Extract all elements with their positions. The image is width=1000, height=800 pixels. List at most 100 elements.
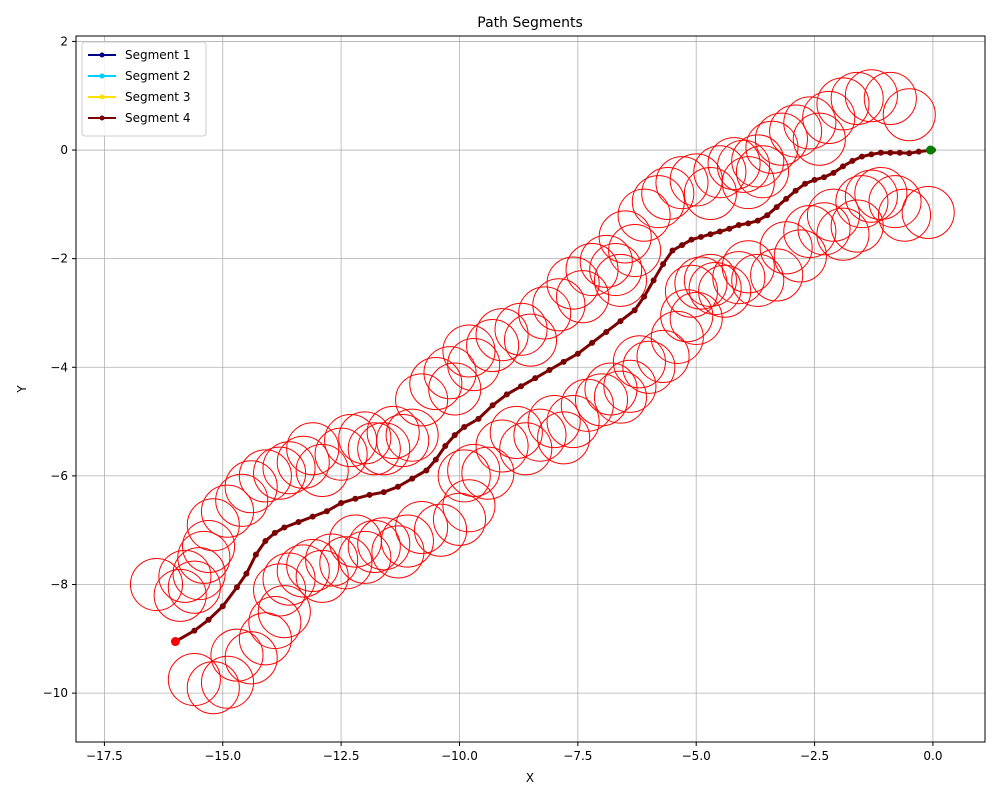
obstacle-circle [177, 530, 231, 584]
obstacle-circle [641, 166, 695, 221]
obstacle-circle [503, 313, 558, 367]
obstacle-circle [802, 90, 856, 145]
obstacle-circle [532, 278, 586, 332]
series-point [641, 293, 648, 300]
obstacle-circle [527, 395, 581, 449]
series-point [783, 195, 790, 202]
series-point [707, 231, 714, 238]
obstacle-circle [262, 441, 316, 495]
series-point [191, 627, 198, 634]
series-point [281, 524, 288, 531]
series-point [726, 225, 733, 232]
series-point [233, 584, 240, 591]
series-point [802, 180, 809, 187]
obstacle-circle [769, 104, 823, 158]
series-point [679, 242, 685, 249]
obstacle-circle [863, 71, 917, 125]
obstacle-circle [262, 552, 316, 606]
obstacle-circle [253, 446, 307, 500]
obstacle-circle [844, 169, 898, 223]
y-tick-label: −8 [50, 578, 68, 592]
obstacle-circle [650, 310, 704, 364]
obstacle-circle [200, 655, 255, 709]
obstacle-circle [295, 549, 349, 603]
series-point [858, 153, 865, 160]
series-point [716, 228, 723, 235]
obstacle-circle [669, 291, 723, 345]
obstacle-circle [731, 134, 785, 188]
obstacle-circle [276, 544, 330, 598]
y-axis-ticks: −10 −8 −6 −4 −2 0 2 [43, 34, 76, 700]
obstacle-circle [366, 405, 420, 459]
obstacle-circle [797, 202, 851, 256]
obstacle-circle [636, 329, 690, 383]
series-point [489, 402, 496, 409]
legend-box [81, 41, 207, 137]
series-point [262, 538, 269, 545]
obstacle-circle [248, 595, 302, 650]
obstacle-circle [489, 405, 543, 459]
x-axis-label: X [526, 771, 534, 785]
series-point [560, 358, 567, 365]
obstacle-circle [357, 517, 411, 571]
series-point [442, 443, 449, 450]
obstacle-circle [603, 359, 657, 413]
obstacle-circle [773, 229, 827, 283]
obstacle-circle [461, 446, 515, 500]
series-point [660, 261, 667, 268]
obstacle-circle [712, 251, 766, 305]
end-point-marker [926, 145, 936, 155]
obstacle-circle [224, 460, 278, 514]
obstacle-circles [129, 69, 955, 715]
series-point [669, 247, 676, 254]
obstacle-circle [347, 422, 401, 476]
obstacle-circle [759, 221, 813, 275]
obstacle-circle [707, 137, 761, 191]
series-point [754, 217, 761, 224]
legend-label: Segment 1 [125, 48, 190, 62]
obstacle-circle [238, 449, 292, 503]
obstacle-circle [617, 188, 671, 242]
series-point [243, 570, 250, 577]
obstacle-circle [721, 156, 775, 210]
obstacle-circle [660, 289, 714, 343]
series-point [896, 149, 903, 156]
obstacle-circle [754, 112, 808, 166]
start-point-marker [170, 637, 180, 647]
obstacle-circle [608, 223, 662, 278]
obstacle-circle [589, 242, 643, 297]
obstacle-circle [688, 261, 742, 316]
obstacle-circle [129, 557, 184, 612]
obstacle-circle [546, 395, 600, 449]
series-point [309, 513, 316, 520]
obstacle-circle [806, 188, 861, 242]
obstacle-circle [830, 199, 884, 253]
series-point [574, 350, 581, 357]
obstacle-circle [816, 207, 870, 261]
obstacle-circle [437, 449, 491, 503]
obstacle-circle [432, 492, 487, 546]
series-point [518, 383, 525, 390]
obstacle-circle [295, 443, 349, 498]
obstacle-circle [721, 240, 775, 294]
obstacle-circle [830, 71, 884, 125]
series-point [877, 149, 884, 156]
obstacle-circle [186, 661, 240, 715]
obstacle-circle [735, 145, 790, 199]
obstacle-circle [494, 302, 548, 356]
obstacle-circle [314, 427, 368, 481]
obstacle-circle [877, 188, 932, 242]
obstacle-circle [882, 88, 936, 142]
obstacle-circle [385, 408, 439, 462]
obstacle-circle [442, 324, 496, 378]
obstacle-circle [447, 338, 501, 392]
y-tick-label: −4 [50, 360, 68, 374]
obstacle-circle [574, 373, 629, 427]
series-point [532, 375, 539, 382]
obstacle-circle [442, 479, 496, 533]
obstacle-circle [182, 519, 236, 574]
obstacle-circle [347, 519, 401, 574]
series-point [219, 603, 226, 610]
obstacle-circle [286, 422, 340, 476]
x-tick-label: −12.5 [323, 749, 360, 763]
